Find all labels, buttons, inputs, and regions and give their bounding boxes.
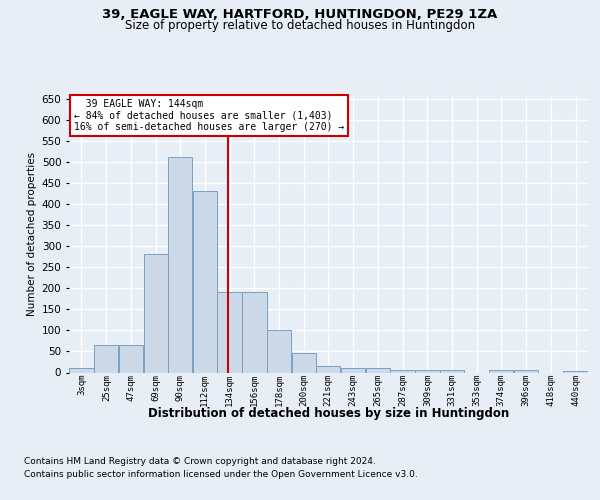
Bar <box>119 345 143 372</box>
Text: Contains public sector information licensed under the Open Government Licence v3: Contains public sector information licen… <box>24 470 418 479</box>
Text: Contains HM Land Registry data © Crown copyright and database right 2024.: Contains HM Land Registry data © Crown c… <box>24 458 376 466</box>
Bar <box>168 157 192 372</box>
Text: 39, EAGLE WAY, HARTFORD, HUNTINGDON, PE29 1ZA: 39, EAGLE WAY, HARTFORD, HUNTINGDON, PE2… <box>103 8 497 20</box>
Bar <box>514 370 538 372</box>
Bar <box>341 368 365 372</box>
Text: Distribution of detached houses by size in Huntingdon: Distribution of detached houses by size … <box>148 408 509 420</box>
Bar <box>316 366 340 372</box>
Bar <box>242 292 266 372</box>
Bar <box>193 191 217 372</box>
Bar <box>292 353 316 372</box>
Bar <box>391 370 415 372</box>
Text: 39 EAGLE WAY: 144sqm
← 84% of detached houses are smaller (1,403)
16% of semi-de: 39 EAGLE WAY: 144sqm ← 84% of detached h… <box>74 99 344 132</box>
Bar <box>365 368 390 372</box>
Bar <box>489 370 513 372</box>
Bar <box>267 330 292 372</box>
Bar <box>144 254 168 372</box>
Bar <box>415 370 440 372</box>
Bar <box>563 371 587 372</box>
Text: Size of property relative to detached houses in Huntingdon: Size of property relative to detached ho… <box>125 18 475 32</box>
Bar <box>94 345 118 372</box>
Bar <box>217 292 242 372</box>
Bar <box>70 368 94 372</box>
Y-axis label: Number of detached properties: Number of detached properties <box>28 152 37 316</box>
Bar <box>440 370 464 372</box>
